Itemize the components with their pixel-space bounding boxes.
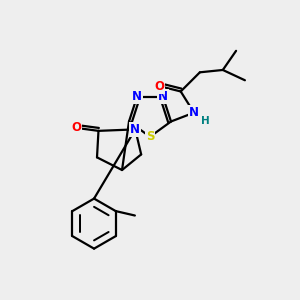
Text: S: S	[146, 130, 154, 143]
Text: O: O	[71, 122, 81, 134]
Text: O: O	[154, 80, 164, 93]
Text: N: N	[132, 90, 142, 103]
Text: N: N	[189, 106, 199, 119]
Text: H: H	[201, 116, 210, 126]
Text: N: N	[130, 123, 140, 136]
Text: N: N	[158, 90, 168, 103]
